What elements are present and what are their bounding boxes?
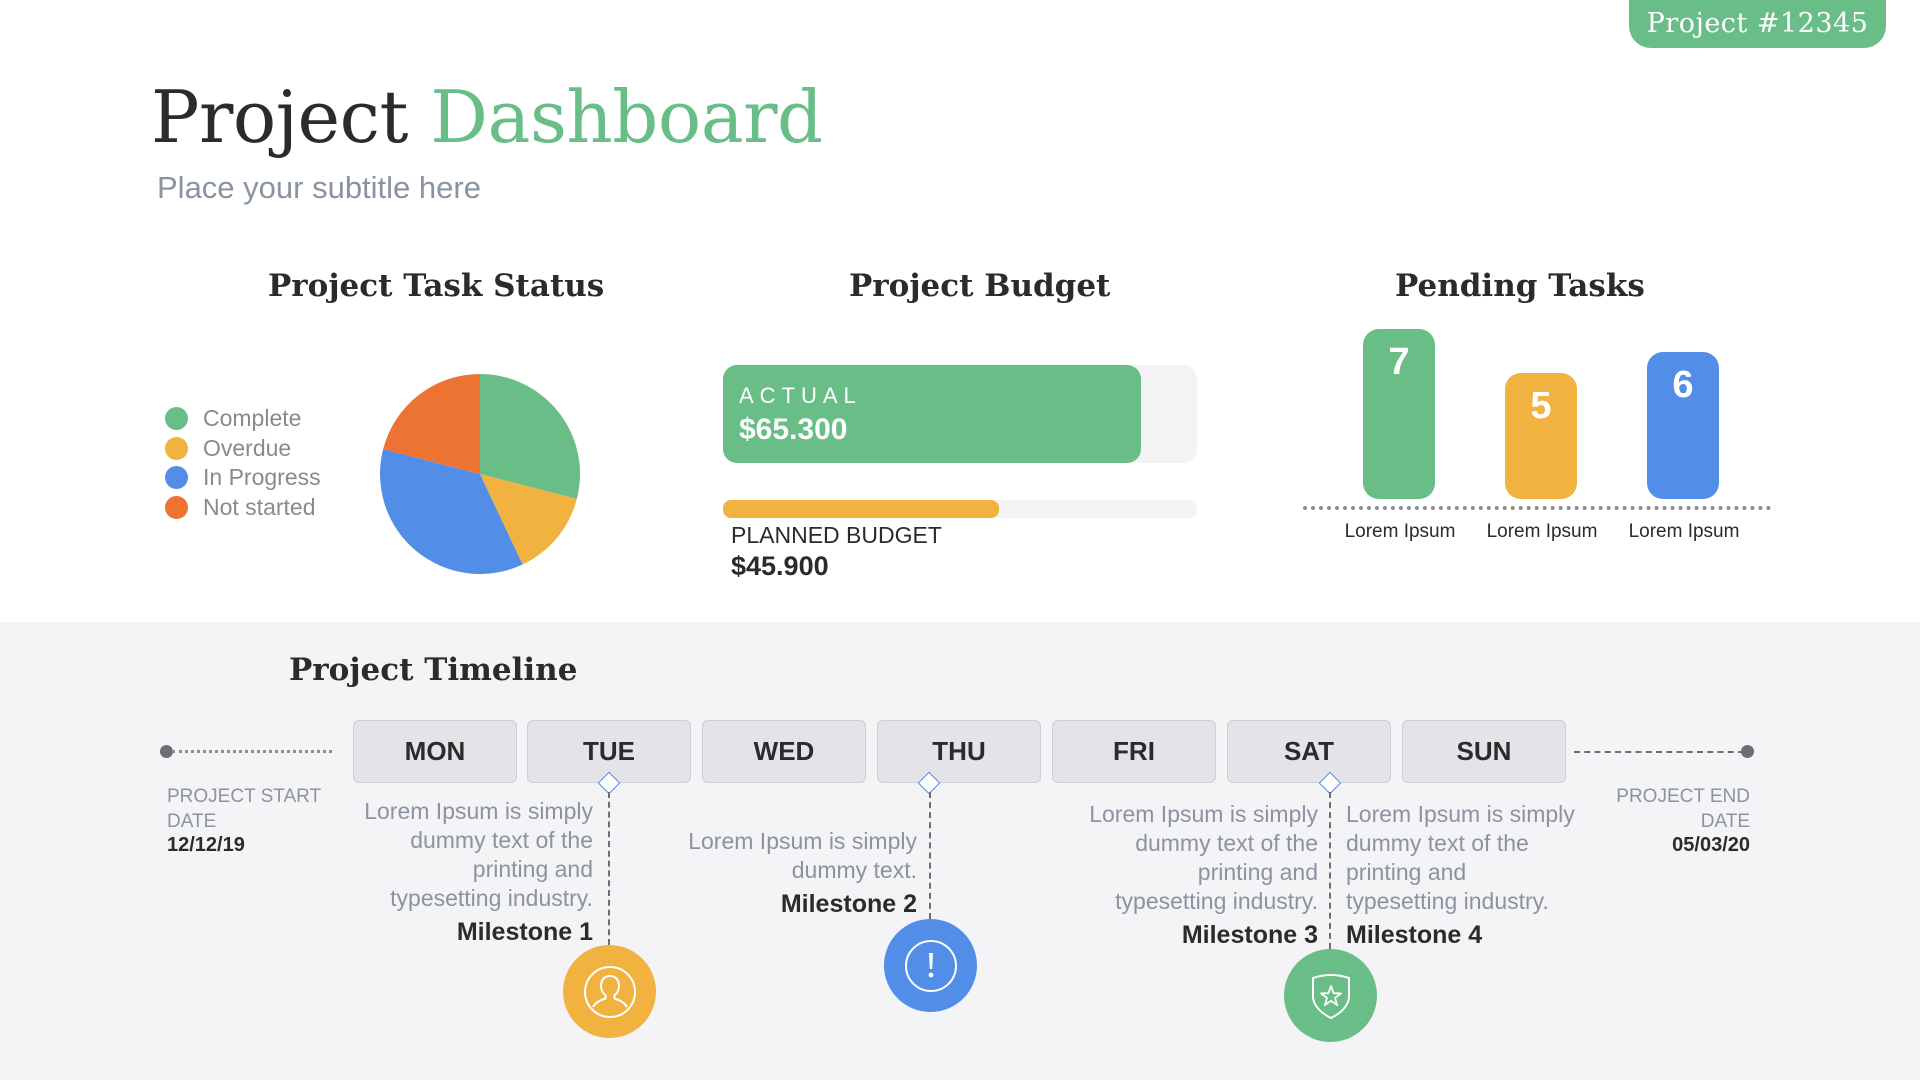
task-status-legend: Complete Overdue In Progress Not started <box>165 404 321 522</box>
end-date-label-2: DATE <box>1700 811 1750 832</box>
pie-slice-overdue <box>480 474 577 565</box>
pending-bar-label-3: Lorem Ipsum <box>1628 521 1740 542</box>
page-title-part2: Dashboard <box>430 75 823 159</box>
milestone-text: Lorem Ipsum is simply <box>1089 801 1318 827</box>
page-title: Project Dashboard <box>151 72 823 162</box>
milestone-text: Lorem Ipsum is simply <box>1346 801 1575 827</box>
start-dot-icon <box>160 745 173 758</box>
task-status-title: Project Task Status <box>268 268 605 304</box>
pending-bar-1: 7 <box>1363 329 1435 499</box>
milestone-text: printing and <box>1197 859 1318 885</box>
project-start: PROJECT START DATE 12/12/19 <box>167 784 321 857</box>
end-date-value: 05/03/20 <box>1672 834 1750 856</box>
legend-dot-icon <box>165 466 188 490</box>
end-connector <box>1574 751 1744 753</box>
milestone-title: Milestone 4 <box>1346 921 1483 949</box>
legend-dot-icon <box>165 495 188 519</box>
project-end: PROJECT END DATE 05/03/20 <box>1550 784 1750 857</box>
milestone-text: dummy text. <box>791 857 917 883</box>
start-date-value: 12/12/19 <box>167 834 245 856</box>
milestone-text: dummy text of the <box>1346 830 1529 856</box>
shield-star-icon <box>1311 973 1350 1019</box>
legend-label: In Progress <box>203 464 321 491</box>
milestone-title: Milestone 2 <box>780 890 917 918</box>
milestone-2-badge <box>884 919 977 1012</box>
actual-value: $65.300 <box>739 413 848 446</box>
milestone-1: Lorem Ipsum is simply dummy text of the … <box>313 797 593 947</box>
milestone-1-connector <box>608 792 610 945</box>
planned-value: $45.900 <box>731 551 829 581</box>
milestone-text: Lorem Ipsum is simply <box>688 828 917 854</box>
legend-item-overdue: Overdue <box>165 434 321 464</box>
page-title-part1: Project <box>151 75 408 159</box>
project-id-badge: Project #12345 <box>1629 0 1886 48</box>
alert-icon <box>904 939 957 992</box>
milestone-text: dummy text of the <box>410 827 593 853</box>
milestone-text: printing and <box>472 856 593 882</box>
legend-dot-icon <box>165 407 188 431</box>
start-connector <box>172 750 332 753</box>
legend-label: Complete <box>203 405 302 432</box>
start-date-label-1: PROJECT START <box>167 786 322 807</box>
pending-title: Pending Tasks <box>1395 268 1645 304</box>
pie-slice-in-progress <box>380 449 523 574</box>
timeline-section <box>0 622 1920 1080</box>
milestone-3: Lorem Ipsum is simply dummy text of the … <box>1040 800 1318 950</box>
day-sat: SAT <box>1227 720 1391 783</box>
task-status-pie-chart <box>380 374 580 574</box>
pie-slice-complete <box>480 374 580 499</box>
budget-title: Project Budget <box>849 268 1111 304</box>
end-date-label-1: PROJECT END <box>1616 786 1750 807</box>
milestone-2: Lorem Ipsum is simply dummy text. Milest… <box>637 827 917 919</box>
page-subtitle: Place your subtitle here <box>157 170 481 205</box>
legend-label: Not started <box>203 493 316 520</box>
milestone-title: Milestone 3 <box>1181 921 1318 949</box>
legend-item-in-progress: In Progress <box>165 463 321 493</box>
milestone-1-badge <box>563 945 656 1038</box>
pie-slice-not-started <box>383 374 480 474</box>
milestone-2-connector <box>929 792 931 919</box>
legend-item-complete: Complete <box>165 404 321 434</box>
legend-dot-icon <box>165 436 188 460</box>
milestone-text: typesetting industry. <box>1115 888 1318 914</box>
legend-item-not-started: Not started <box>165 493 321 523</box>
user-icon <box>583 965 636 1018</box>
end-dot-icon <box>1741 745 1754 758</box>
day-fri: FRI <box>1052 720 1216 783</box>
milestone-text: dummy text of the <box>1135 830 1318 856</box>
budget-actual-bar: ACTUAL $65.300 <box>723 365 1141 463</box>
milestone-4: Lorem Ipsum is simply dummy text of the … <box>1346 800 1606 950</box>
planned-label: PLANNED BUDGET <box>731 522 942 548</box>
timeline-title: Project Timeline <box>289 652 578 688</box>
pending-bar-label-1: Lorem Ipsum <box>1344 521 1456 542</box>
day-mon: MON <box>353 720 517 783</box>
pending-bar-label-2: Lorem Ipsum <box>1486 521 1598 542</box>
pending-baseline <box>1303 506 1771 510</box>
budget-planned-bar <box>723 500 999 518</box>
legend-label: Overdue <box>203 434 292 461</box>
milestone-text: typesetting industry. <box>390 885 593 911</box>
day-wed: WED <box>702 720 866 783</box>
milestone-text: Lorem Ipsum is simply <box>364 798 593 824</box>
milestone-text: printing and <box>1346 859 1467 885</box>
milestone-3-badge <box>1284 949 1377 1042</box>
milestone-text: typesetting industry. <box>1346 888 1549 914</box>
pending-bar-3: 6 <box>1647 352 1719 499</box>
milestone-3-connector <box>1329 792 1331 949</box>
actual-label: ACTUAL <box>739 383 862 408</box>
day-thu: THU <box>877 720 1041 783</box>
pending-bar-2: 5 <box>1505 373 1577 499</box>
milestone-title: Milestone 1 <box>456 918 593 946</box>
day-sun: SUN <box>1402 720 1566 783</box>
start-date-label-2: DATE <box>167 811 217 832</box>
